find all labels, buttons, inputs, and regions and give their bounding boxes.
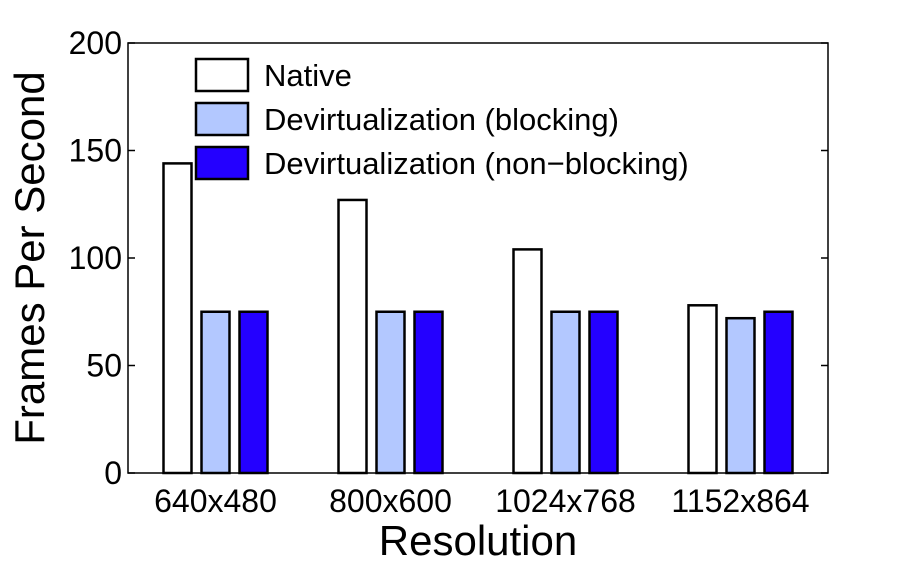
x-axis-ticks: 640x480 800x600 1024x768 1152x864 [154, 483, 809, 519]
legend-label-0: Native [264, 58, 352, 93]
bar-1-0 [337, 198, 368, 475]
bar-1-2 [413, 310, 444, 475]
bar-2-1 [550, 310, 581, 475]
bar-0-0 [162, 162, 193, 475]
bar-0-1 [200, 310, 231, 475]
bar-3-0 [687, 304, 718, 475]
bar-3-1 [725, 316, 756, 475]
bar-2-2 [588, 310, 619, 475]
bar-3-2 [763, 310, 794, 475]
y-tick-label: 100 [69, 240, 122, 276]
x-tick-label: 800x600 [329, 483, 452, 519]
legend-swatch-1 [194, 101, 250, 137]
y-axis-title: Frames Per Second [6, 71, 53, 445]
bar-2-0 [512, 248, 543, 475]
x-tick-label: 640x480 [154, 483, 277, 519]
y-axis-ticks: 0 50 100 150 200 [69, 25, 828, 491]
x-axis-title: Resolution [379, 517, 577, 564]
y-tick-label: 50 [86, 348, 122, 384]
x-tick-label: 1152x864 [671, 483, 809, 519]
legend-swatch-2 [194, 145, 250, 181]
legend-label-1: Devirtualization (blocking) [264, 102, 619, 137]
y-tick-label: 200 [69, 25, 122, 61]
legend: Native Devirtualization (blocking) Devirtu… [194, 57, 689, 181]
legend-label-2: Devirtualization (non−blocking) [264, 146, 689, 181]
legend-swatch-0 [194, 57, 250, 93]
x-tick-label: 1024x768 [495, 483, 636, 519]
bar-1-1 [375, 310, 406, 475]
bar-0-2 [238, 310, 269, 475]
y-tick-label: 150 [69, 133, 122, 169]
y-tick-label: 0 [104, 455, 122, 491]
bars [162, 162, 794, 475]
